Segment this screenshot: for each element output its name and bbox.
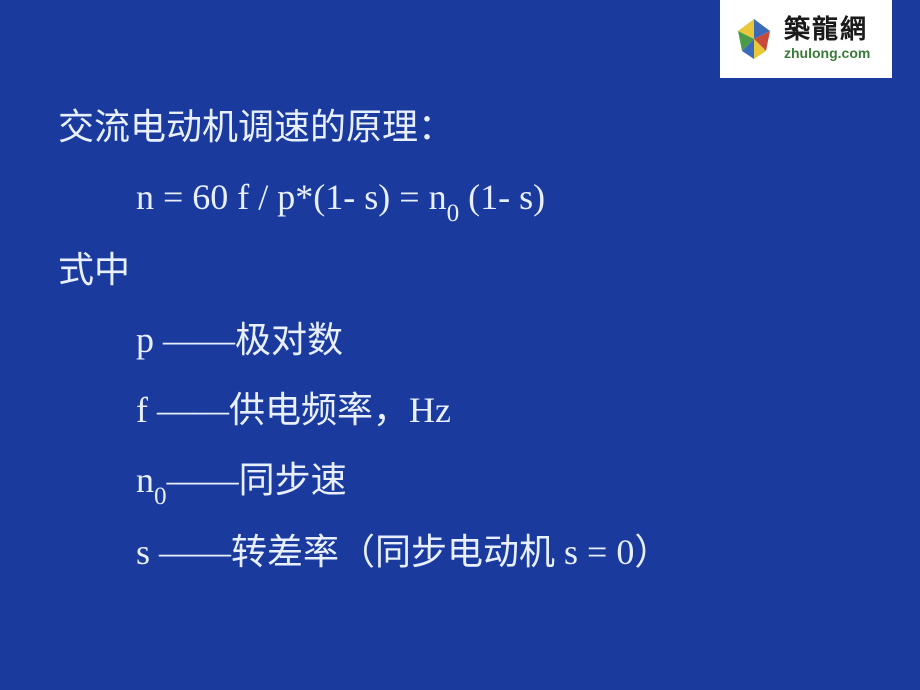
formula-suffix: (1- s) xyxy=(459,177,545,217)
def-n0-prefix: n xyxy=(136,460,154,500)
slide-title: 交流电动机调速的原理： xyxy=(58,92,890,162)
def-f: f ——供电频率，Hz xyxy=(58,375,890,445)
logo-name-en: zhulong.com xyxy=(784,45,870,61)
slide-content: 交流电动机调速的原理： n = 60 f / p*(1- s) = n0 (1-… xyxy=(58,92,890,588)
logo-name-cn: 築龍網 xyxy=(784,17,870,43)
logo-watermark: 築龍網 zhulong.com xyxy=(720,0,892,78)
formula-sub: 0 xyxy=(447,200,460,227)
def-n0: n0――同步速 xyxy=(58,445,890,517)
formula-prefix: n = 60 f / p*(1- s) = n xyxy=(136,177,447,217)
where-label: 式中 xyxy=(58,235,890,305)
formula-line: n = 60 f / p*(1- s) = n0 (1- s) xyxy=(58,162,890,234)
def-p: p ——极对数 xyxy=(58,305,890,375)
def-s: s ――转差率（同步电动机 s = 0） xyxy=(58,517,890,587)
def-n0-suffix: ――同步速 xyxy=(167,460,347,500)
logo-icon xyxy=(730,15,778,63)
def-n0-sub: 0 xyxy=(154,483,167,510)
logo-text-wrap: 築龍網 zhulong.com xyxy=(784,17,870,61)
